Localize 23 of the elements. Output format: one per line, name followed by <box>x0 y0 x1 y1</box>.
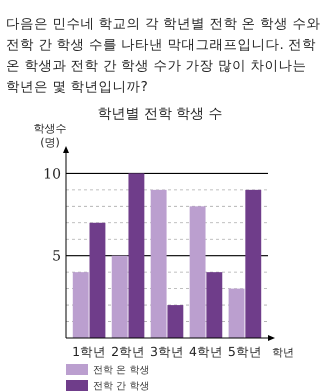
x-tick-label: 5학년 <box>228 344 262 359</box>
bar <box>72 272 89 338</box>
bar <box>190 206 206 338</box>
x-tick-label: 2학년 <box>111 344 146 359</box>
legend-label: 전학 간 학생 <box>93 381 150 392</box>
y-tick-label: 10 <box>43 166 61 182</box>
x-axis-title: 학년 <box>272 346 294 359</box>
x-tick-label: 3학년 <box>150 344 184 359</box>
bar <box>90 222 106 338</box>
bar <box>150 190 167 338</box>
text: 다음은 민수네 학교의 각 학년별 전학 온 학생 수와 전학 간 학생 수를 나타낸 막대그래프입니다. 전학 온 학생과 전학 간 학생 수가 가장 많이 차이나는 학년은 몇 학년입니까? <box>6 16 320 95</box>
y-axis-title: 학생수 (명) <box>34 122 66 149</box>
chart-title: 학년별 전학 학생 수 <box>97 106 223 122</box>
bar <box>245 190 262 338</box>
y-tick-label: 5 <box>52 248 61 265</box>
legend-label: 전학 온 학생 <box>93 365 150 376</box>
bar <box>167 305 184 338</box>
bar <box>128 173 144 338</box>
bar <box>228 288 244 338</box>
bar <box>206 272 222 338</box>
bar <box>112 256 128 338</box>
x-tick-label: 1학년 <box>72 344 106 359</box>
x-tick-label: 4학년 <box>188 344 223 359</box>
